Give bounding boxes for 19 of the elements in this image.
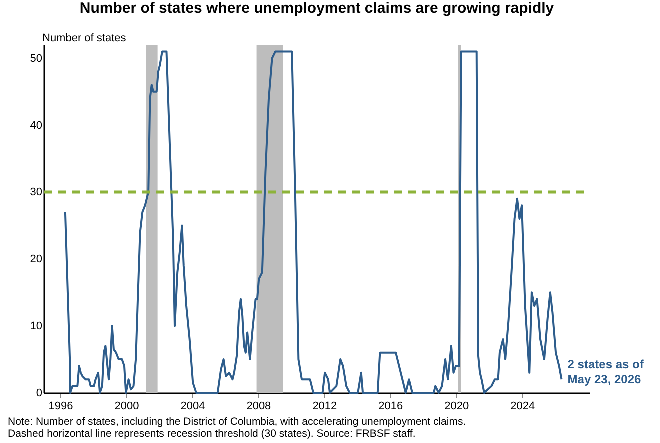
x-tick-label: 2008 <box>246 400 272 412</box>
y-tick-label: 10 <box>30 320 42 333</box>
x-tick-label: 2000 <box>114 400 140 412</box>
x-tick-label: 2016 <box>378 400 404 412</box>
chart-title: Number of states where unemployment claims are growing rapidly <box>80 0 555 17</box>
x-tick-label: 1996 <box>48 400 74 412</box>
text: Note: Number of states, including the District of Columbia, with accelerating unemployment claims. Dashed horizontal line represents recession threshold (30 states). Source: FRBSF staff. <box>8 416 466 440</box>
x-tick-label: 2020 <box>444 400 470 412</box>
y-tick-label: 20 <box>30 254 42 266</box>
y-tick-label: 0 <box>36 388 42 400</box>
y-tick-label: 40 <box>30 120 42 132</box>
y-axis-title: Number of states <box>42 32 127 44</box>
x-tick-label: 2024 <box>510 400 536 412</box>
x-tick-label: 2012 <box>312 400 338 412</box>
line-series <box>64 50 563 394</box>
y-tick-label: 30 <box>30 186 42 199</box>
annotation: 2 states as of May 23, 2026 <box>568 358 645 387</box>
y-tick-label: 50 <box>30 52 42 65</box>
x-tick-label: 2004 <box>180 400 206 412</box>
